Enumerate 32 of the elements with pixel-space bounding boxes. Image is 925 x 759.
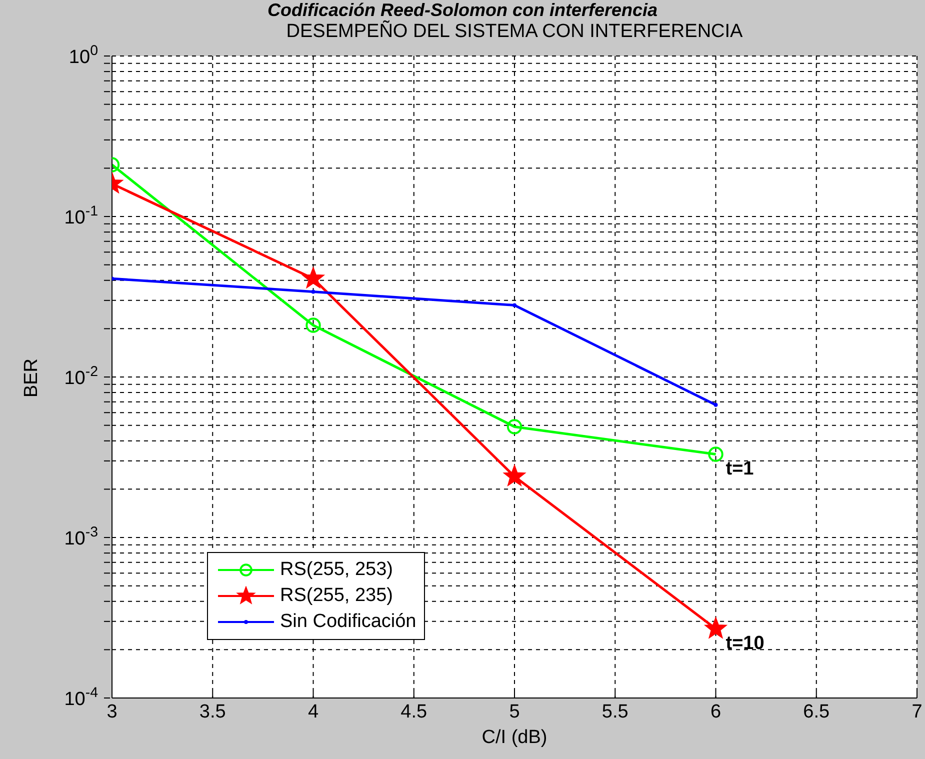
x-axis-title: C/I (dB) xyxy=(480,727,548,749)
y-tick-label: 10$^{-4}$ xyxy=(64,685,98,710)
annotation: t=10 xyxy=(726,632,764,654)
y-tick-label: 10$^{-1}$ xyxy=(64,204,98,228)
point xyxy=(512,303,516,308)
point xyxy=(708,446,724,462)
chart-title: DESEMPEÑO DEL SISTEMA CON INTERFERENCIA xyxy=(285,20,744,44)
x-tick-label: 5 xyxy=(509,701,520,722)
annotation: t=1 xyxy=(726,458,754,480)
point xyxy=(704,617,727,638)
y-tick-label: 10$^{-3}$ xyxy=(64,524,98,550)
legend-label: Sin Codificación xyxy=(280,611,416,633)
point xyxy=(306,318,321,333)
point xyxy=(506,419,522,434)
point xyxy=(504,464,526,486)
y-tick-label: 10$^{-2}$ xyxy=(64,364,98,389)
x-tick-label: 7 xyxy=(912,701,922,722)
y-tick-label: 10$^{0}$ xyxy=(68,43,98,68)
legend-label: RS(255, 253) xyxy=(280,559,394,581)
x-tick-label: 4.5 xyxy=(400,701,428,722)
x-tick-label: 6.5 xyxy=(803,701,830,722)
chart-subtitle: Codificación Reed-Solomon con interferencia xyxy=(266,0,659,20)
x-tick-label: 5.5 xyxy=(602,701,628,722)
point xyxy=(311,290,316,294)
x-tick-label: 4 xyxy=(308,701,319,722)
x-tick-label: 6 xyxy=(710,701,722,722)
legend-label: RS(255, 235) xyxy=(280,585,394,607)
point xyxy=(714,402,718,407)
x-tick-label: 3 xyxy=(106,701,118,722)
x-tick-label: 3.5 xyxy=(199,701,226,722)
point xyxy=(302,267,324,288)
y-axis-title: BER xyxy=(21,358,43,398)
